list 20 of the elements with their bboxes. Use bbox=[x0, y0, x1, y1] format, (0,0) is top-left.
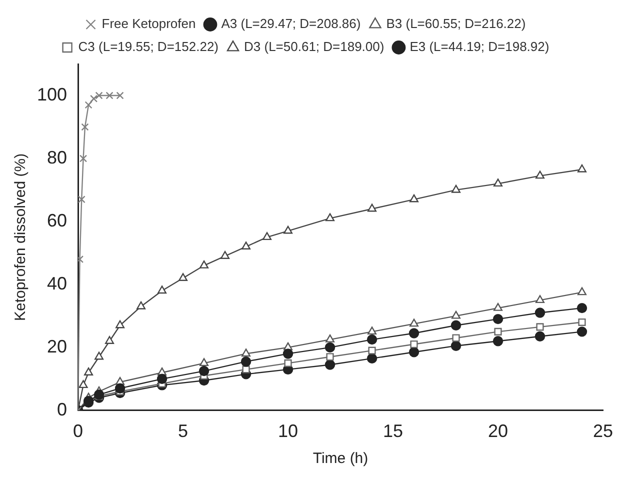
legend-label: B3 (L=60.55; D=216.22) bbox=[386, 16, 526, 32]
y-tick-label: 20 bbox=[47, 336, 68, 356]
x-tick-label: 10 bbox=[278, 421, 298, 442]
legend-label: A3 (L=29.47; D=208.86) bbox=[221, 16, 361, 32]
y-tick-label: 60 bbox=[47, 210, 68, 230]
legend-label: D3 (L=50.61; D=189.00) bbox=[244, 39, 384, 54]
y-tick-label: 80 bbox=[47, 147, 68, 168]
y-tick-label: 40 bbox=[47, 273, 68, 294]
y-tick-label: 100 bbox=[36, 84, 68, 104]
y-axis-title: Ketoprofen dissolved (%) bbox=[12, 153, 30, 321]
legend-label: E3 (L=44.19; D=198.92) bbox=[410, 39, 550, 54]
x-tick-label: 25 bbox=[592, 421, 614, 442]
y-tick-label: 0 bbox=[57, 399, 68, 420]
legend-label: C3 (L=19.55; D=152.22) bbox=[78, 39, 219, 54]
x-tick-label: 20 bbox=[488, 421, 508, 442]
legend-label: Free Ketoprofen bbox=[102, 16, 196, 32]
x-tick-label: 0 bbox=[73, 421, 84, 442]
x-tick-label: 15 bbox=[382, 421, 404, 442]
x-tick-label: 5 bbox=[178, 421, 188, 442]
x-axis-title: Time (h) bbox=[312, 450, 368, 468]
